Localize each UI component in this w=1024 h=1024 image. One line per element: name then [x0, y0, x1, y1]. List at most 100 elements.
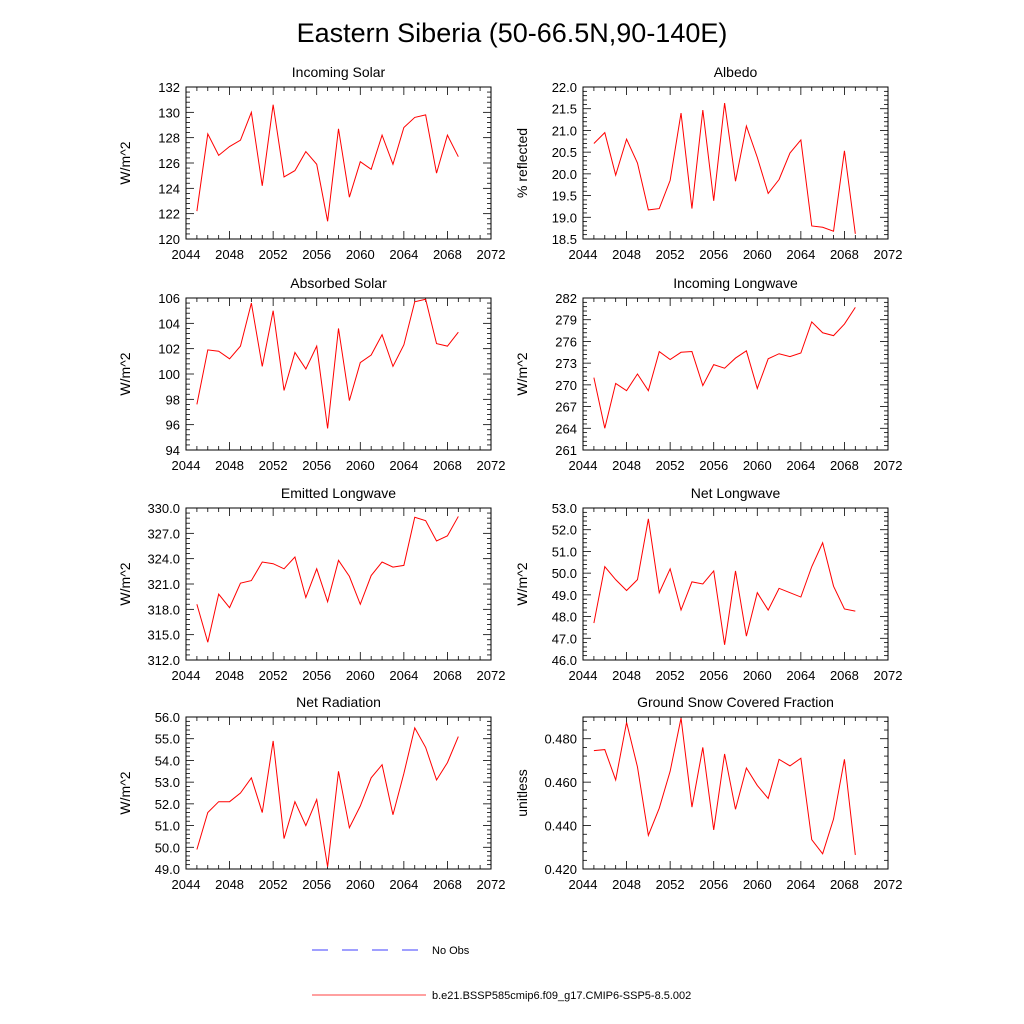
panel-absorbed-solar: 2044 2048 2052 2056 2060 2064 2068 2072 94 96 98 10… [117, 275, 505, 473]
y-tick-label: 53.0 [552, 501, 577, 516]
y-tick-label: 49.0 [552, 588, 577, 603]
y-tick-label: 132 [158, 80, 180, 95]
x-tick-label: 2056 [699, 458, 728, 473]
y-tick-label: 54.0 [155, 753, 180, 768]
x-tick-label: 2072 [874, 458, 903, 473]
series-line-model [593, 103, 856, 234]
panels: 2044 2048 2052 2056 2060 2064 2068 2072 120 122 12… [117, 64, 902, 892]
y-axis-label: W/m^2 [514, 562, 530, 605]
y-tick-label: 50.0 [552, 566, 577, 581]
y-tick-label: 52.0 [552, 523, 577, 538]
x-tick-label: 2060 [743, 877, 772, 892]
x-tick-label: 2048 [612, 668, 641, 683]
series-line-model [196, 516, 459, 643]
y-axis-label: W/m^2 [117, 771, 133, 814]
x-tick-label: 2044 [172, 247, 201, 262]
panel-title: Absorbed Solar [290, 275, 387, 291]
y-tick-label: 96 [166, 418, 180, 433]
y-tick-label: 0.460 [544, 775, 577, 790]
series-line-model [196, 726, 459, 867]
y-tick-label: 120 [158, 232, 180, 247]
panel-albedo: 2044 2048 2052 2056 2060 2064 2068 2072 18.5 19.0… [514, 64, 902, 262]
y-tick-label: 276 [555, 334, 577, 349]
x-tick-label: 2056 [302, 458, 331, 473]
x-tick-label: 2048 [215, 458, 244, 473]
x-tick-label: 2044 [569, 458, 598, 473]
x-tick-label: 2064 [389, 877, 418, 892]
y-tick-label: 327.0 [147, 526, 180, 541]
x-tick-label: 2048 [612, 247, 641, 262]
x-tick-label: 2064 [786, 247, 815, 262]
plot-frame [582, 297, 889, 451]
y-tick-label: 50.0 [155, 840, 180, 855]
y-tick-label: 104 [158, 316, 180, 331]
x-tick-label: 2052 [259, 247, 288, 262]
y-tick-label: 315.0 [147, 628, 180, 643]
x-tick-label: 2068 [433, 668, 462, 683]
x-tick-label: 2068 [830, 458, 859, 473]
x-tick-label: 2056 [302, 877, 331, 892]
y-tick-label: 49.0 [155, 862, 180, 877]
y-tick-label: 126 [158, 156, 180, 171]
panel-title: Ground Snow Covered Fraction [637, 694, 834, 710]
x-tick-label: 2056 [699, 877, 728, 892]
y-tick-label: 330.0 [147, 501, 180, 516]
series-line-model [593, 518, 856, 645]
y-tick-label: 0.420 [544, 862, 577, 877]
y-tick-label: 106 [158, 291, 180, 306]
y-tick-label: 19.5 [552, 189, 577, 204]
y-axis-label: W/m^2 [117, 352, 133, 395]
y-tick-label: 21.5 [552, 102, 577, 117]
x-tick-label: 2052 [656, 668, 685, 683]
panel-emitted-longwave: 2044 2048 2052 2056 2060 2064 2068 2072 312.0 315… [117, 485, 505, 683]
x-tick-label: 2048 [612, 458, 641, 473]
x-tick-label: 2060 [346, 458, 375, 473]
panel-title: Albedo [714, 64, 758, 80]
x-tick-label: 2044 [569, 877, 598, 892]
x-tick-label: 2072 [477, 877, 506, 892]
panel-title: Incoming Longwave [673, 275, 798, 291]
plot-frame [185, 297, 492, 451]
x-tick-label: 2060 [743, 247, 772, 262]
y-tick-label: 122 [158, 207, 180, 222]
y-axis-label: W/m^2 [117, 141, 133, 184]
x-tick-label: 2056 [302, 247, 331, 262]
y-tick-label: 20.5 [552, 145, 577, 160]
y-tick-label: 52.0 [155, 797, 180, 812]
y-tick-label: 18.5 [552, 232, 577, 247]
panel-title: Emitted Longwave [281, 485, 396, 501]
x-tick-label: 2068 [433, 247, 462, 262]
x-tick-label: 2056 [699, 247, 728, 262]
x-tick-label: 2044 [569, 668, 598, 683]
x-tick-label: 2068 [830, 877, 859, 892]
x-tick-label: 2044 [172, 877, 201, 892]
y-tick-label: 51.0 [155, 819, 180, 834]
y-tick-label: 312.0 [147, 653, 180, 668]
y-tick-label: 264 [555, 421, 577, 436]
x-tick-label: 2064 [389, 668, 418, 683]
plot-frame [185, 507, 492, 661]
x-tick-label: 2064 [389, 247, 418, 262]
x-tick-label: 2064 [786, 458, 815, 473]
y-axis-label: W/m^2 [514, 352, 530, 395]
y-tick-label: 48.0 [552, 610, 577, 625]
y-tick-label: 270 [555, 378, 577, 393]
x-tick-label: 2052 [259, 668, 288, 683]
x-tick-label: 2052 [656, 877, 685, 892]
x-tick-label: 2072 [477, 458, 506, 473]
x-tick-label: 2048 [215, 668, 244, 683]
x-tick-label: 2072 [874, 247, 903, 262]
series-line-model [196, 298, 459, 429]
y-tick-label: 130 [158, 105, 180, 120]
y-tick-label: 46.0 [552, 653, 577, 668]
x-tick-label: 2056 [699, 668, 728, 683]
plot-frame [582, 716, 889, 870]
x-tick-label: 2044 [172, 668, 201, 683]
panel-net-longwave: 2044 2048 2052 2056 2060 2064 2068 2072 46.0 47.0… [514, 485, 902, 683]
y-tick-label: 55.0 [155, 732, 180, 747]
x-tick-label: 2068 [433, 458, 462, 473]
y-tick-label: 0.480 [544, 732, 577, 747]
x-tick-label: 2064 [786, 877, 815, 892]
x-tick-label: 2048 [612, 877, 641, 892]
